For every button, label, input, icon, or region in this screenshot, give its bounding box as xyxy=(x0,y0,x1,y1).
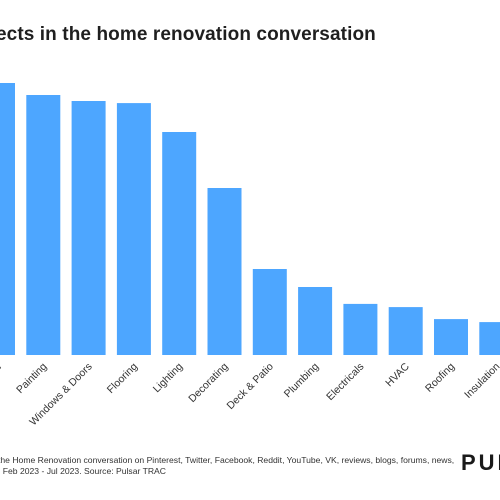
x-tick-label: Insulation xyxy=(462,361,500,401)
bar-8 xyxy=(298,287,333,355)
x-tick-label: Electricals xyxy=(324,361,366,403)
x-tick-label: Painting xyxy=(14,361,49,396)
footnote-line-2: , Feb 2023 - Jul 2023. Source: Pulsar TR… xyxy=(0,466,166,476)
x-tick-label: e xyxy=(0,361,4,374)
x-tick-label: Deck & Patio xyxy=(225,361,277,413)
footnote: the Home Renovation conversation on Pint… xyxy=(0,455,455,477)
bar-9 xyxy=(343,303,378,355)
x-tick-label: Plumbing xyxy=(282,361,322,401)
bar-4 xyxy=(116,103,151,355)
x-tick-label: Lighting xyxy=(151,361,186,396)
bar-5 xyxy=(162,132,197,355)
bar-2 xyxy=(26,95,61,355)
bar-3 xyxy=(71,101,106,355)
bar-1 xyxy=(0,83,15,355)
chart-title: ects in the home renovation conversation xyxy=(0,24,376,45)
bar-12 xyxy=(479,322,500,355)
x-tick-label: Decorating xyxy=(186,361,231,406)
pulsar-logo: PUL xyxy=(461,450,500,475)
footnote-line-1: the Home Renovation conversation on Pint… xyxy=(0,455,455,465)
x-tick-label: HVAC xyxy=(383,360,412,389)
bar-11 xyxy=(434,319,468,355)
bar-10 xyxy=(388,307,423,355)
bar-6 xyxy=(207,188,242,355)
bar-7 xyxy=(252,269,287,355)
x-tick-label: Roofing xyxy=(423,361,457,395)
x-tick-label: Flooring xyxy=(105,361,140,396)
bar-group xyxy=(0,83,500,355)
